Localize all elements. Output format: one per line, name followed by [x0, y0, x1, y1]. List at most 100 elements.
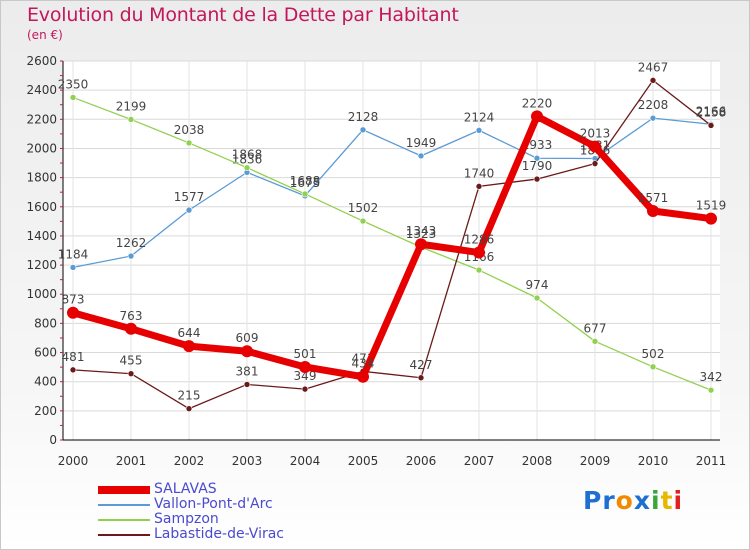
data-label-labastide-de-virac: 481: [62, 350, 85, 364]
legend-swatch: [98, 533, 150, 536]
data-point-labastide-de-virac: [69, 366, 77, 374]
y-tick-label: 800: [34, 316, 57, 330]
series-line-sampzon: [72, 96, 712, 391]
legend-swatch: [98, 518, 150, 521]
x-tick-label: 2007: [464, 454, 495, 468]
data-label-salavas: 609: [236, 331, 259, 345]
y-tick-label: 2400: [26, 83, 57, 97]
brand-logo-letter: P: [583, 486, 603, 515]
x-tick-label: 2000: [58, 454, 89, 468]
brand-logo-letter: t: [660, 486, 674, 515]
data-label-vallon-pont-d-arc: 2208: [638, 98, 669, 112]
data-label-labastide-de-virac: 427: [410, 358, 433, 372]
data-label-sampzon: 1502: [348, 201, 379, 215]
y-tick-label: 1400: [26, 229, 57, 243]
data-point-vallon-pont-d-arc: [359, 126, 367, 134]
data-point-salavas: [531, 110, 543, 123]
data-point-sampzon: [591, 338, 599, 345]
legend-label: Labastide-de-Virac: [154, 526, 284, 542]
data-point-vallon-pont-d-arc: [475, 127, 483, 134]
brand-logo-letter: i: [673, 486, 684, 515]
data-point-labastide-de-virac: [301, 385, 309, 393]
data-point-salavas: [415, 238, 427, 251]
data-point-labastide-de-virac: [243, 381, 251, 388]
data-label-sampzon: 677: [584, 321, 607, 335]
data-label-salavas: 763: [120, 309, 143, 323]
data-point-labastide-de-virac: [707, 122, 715, 129]
data-label-vallon-pont-d-arc: 1262: [116, 236, 147, 250]
data-label-vallon-pont-d-arc: 1675: [290, 176, 321, 190]
data-label-salavas: 1519: [696, 199, 727, 213]
legend-swatch: [98, 485, 150, 494]
series-line-labastide-de-virac: [72, 79, 712, 410]
data-point-salavas: [589, 140, 601, 153]
x-tick-label: 2005: [348, 454, 379, 468]
data-label-labastide-de-virac: 1790: [522, 159, 553, 173]
data-point-sampzon: [185, 139, 193, 147]
data-label-vallon-pont-d-arc: 1577: [174, 190, 205, 204]
data-point-labastide-de-virac: [127, 370, 135, 377]
data-point-salavas: [473, 246, 485, 259]
legend-label: Sampzon: [154, 511, 219, 527]
legend-item: SALAVAS: [98, 482, 284, 497]
data-label-salavas: 873: [62, 293, 85, 307]
x-tick-label: 2002: [174, 454, 205, 468]
legend-label: Vallon-Pont-d'Arc: [154, 496, 273, 512]
data-label-labastide-de-virac: 381: [236, 364, 259, 378]
data-point-labastide-de-virac: [591, 160, 599, 167]
data-label-vallon-pont-d-arc: 2128: [348, 110, 379, 124]
y-tick-label: 0: [49, 433, 57, 447]
data-point-salavas: [241, 345, 253, 358]
x-tick-label: 2008: [522, 454, 553, 468]
y-tick-label: 2600: [26, 54, 57, 68]
data-label-salavas: 501: [294, 347, 317, 361]
data-label-vallon-pont-d-arc: 1949: [406, 136, 437, 150]
data-point-sampzon: [243, 164, 251, 172]
data-point-sampzon: [69, 94, 77, 101]
data-point-vallon-pont-d-arc: [127, 252, 135, 260]
data-label-sampzon: 2038: [174, 123, 205, 137]
brand-logo: Proxiti: [583, 486, 683, 515]
data-label-salavas: 1571: [638, 191, 669, 205]
x-tick-label: 2001: [116, 454, 147, 468]
data-point-salavas: [357, 370, 369, 383]
data-label-vallon-pont-d-arc: 1836: [232, 152, 263, 166]
data-point-sampzon: [649, 363, 657, 371]
data-point-salavas: [125, 322, 137, 335]
data-point-vallon-pont-d-arc: [69, 264, 77, 271]
data-label-sampzon: 342: [700, 370, 723, 384]
data-point-sampzon: [127, 116, 135, 123]
brand-logo-letter: r: [602, 486, 616, 515]
data-point-vallon-pont-d-arc: [649, 114, 657, 122]
data-point-labastide-de-virac: [417, 374, 425, 382]
brand-logo-letter: o: [615, 486, 634, 515]
data-point-salavas: [183, 340, 195, 353]
data-label-labastide-de-virac: 349: [294, 369, 317, 383]
data-point-vallon-pont-d-arc: [533, 154, 541, 162]
data-point-sampzon: [533, 294, 541, 302]
data-label-labastide-de-virac: 2158: [696, 105, 727, 119]
data-label-labastide-de-virac: 1740: [464, 166, 495, 180]
data-point-vallon-pont-d-arc: [417, 152, 425, 160]
data-point-sampzon: [707, 386, 715, 394]
data-label-sampzon: 2350: [58, 77, 89, 91]
data-point-labastide-de-virac: [475, 183, 483, 190]
data-point-labastide-de-virac: [649, 77, 657, 84]
data-label-sampzon: 974: [526, 278, 549, 292]
data-point-salavas: [299, 360, 311, 373]
plot-area: [63, 61, 720, 440]
y-tick-label: 200: [34, 404, 57, 418]
chart-legend: SALAVAS Vallon-Pont-d'Arc Sampzon Labastide…: [98, 482, 284, 542]
y-tick-label: 2200: [26, 112, 57, 126]
y-tick-label: 400: [34, 375, 57, 389]
y-tick-label: 2000: [26, 141, 57, 155]
data-label-salavas: 644: [178, 326, 201, 340]
legend-item: Sampzon: [98, 512, 284, 527]
y-tick-label: 1000: [26, 287, 57, 301]
legend-item: Labastide-de-Virac: [98, 527, 284, 542]
data-label-sampzon: 502: [642, 347, 665, 361]
legend-swatch: [98, 503, 150, 506]
data-label-labastide-de-virac: 455: [120, 354, 143, 368]
x-tick-label: 2010: [638, 454, 669, 468]
